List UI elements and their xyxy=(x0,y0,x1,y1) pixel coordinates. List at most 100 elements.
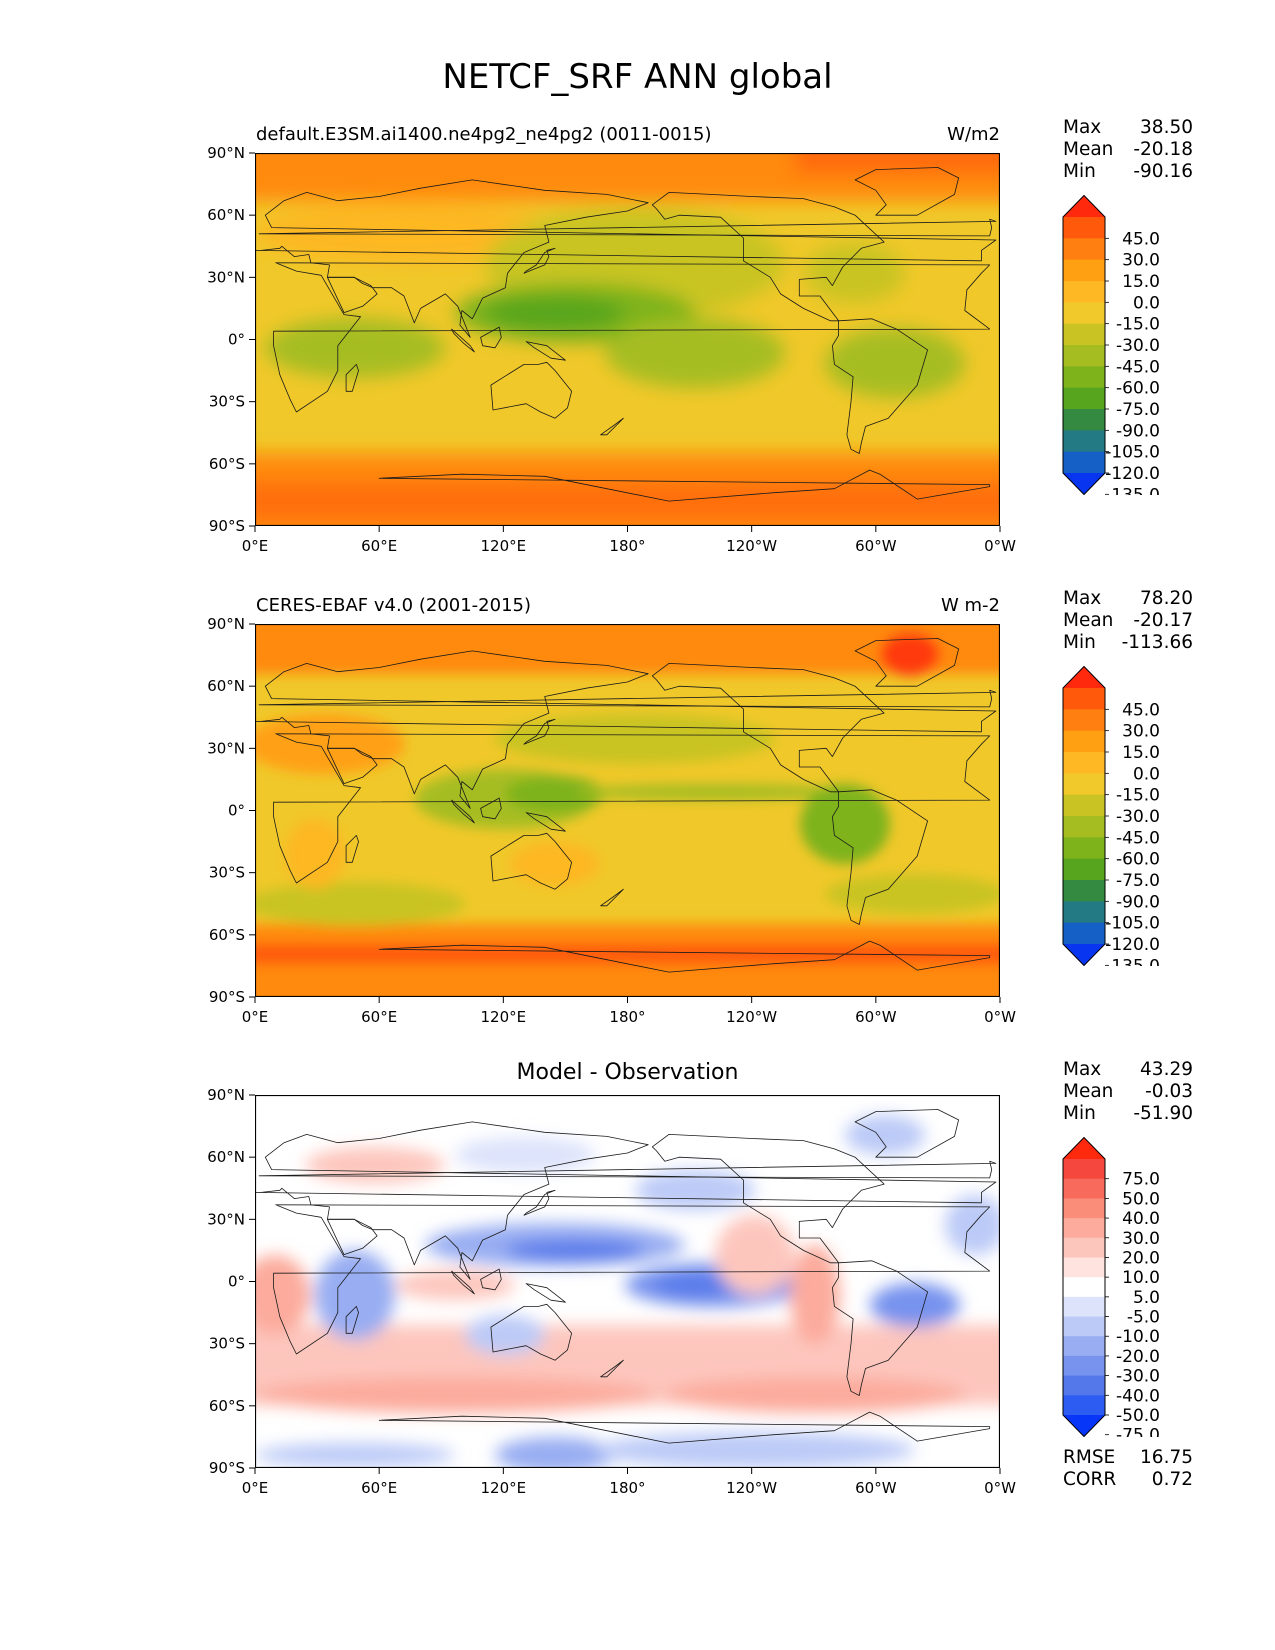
colorbar-segment xyxy=(1063,451,1105,474)
colorbar-segment xyxy=(1063,709,1105,732)
x-tick-label: 0°W xyxy=(984,1008,1016,1026)
colorbar-label: 0.0 xyxy=(1133,764,1160,784)
y-tick-label: 60°N xyxy=(207,677,245,695)
x-tick-label: 180° xyxy=(609,1008,645,1026)
coastline xyxy=(480,1268,502,1291)
stat-label: CORR xyxy=(1063,1469,1117,1490)
coastline xyxy=(600,888,624,907)
x-tick-label: 120°W xyxy=(726,1479,777,1497)
colorbar-segment xyxy=(1063,1218,1105,1239)
colorbar-label: -40.0 xyxy=(1116,1386,1160,1406)
coastline xyxy=(273,1204,991,1355)
colorbar-label: -5.0 xyxy=(1127,1308,1160,1328)
coastline xyxy=(378,469,991,502)
x-tick-label: 0°W xyxy=(984,537,1016,555)
coastline xyxy=(258,689,997,708)
x-tick-label: 0°E xyxy=(242,537,269,555)
panel-3-map xyxy=(255,1095,1000,1468)
y-tick-label: 90°N xyxy=(207,1086,245,1104)
colorbar-label: -30.0 xyxy=(1116,807,1160,827)
coastline xyxy=(273,262,991,413)
colorbar-segment xyxy=(1063,1257,1105,1278)
stat-label: RMSE xyxy=(1063,1447,1116,1468)
x-tick-label: 60°E xyxy=(361,1008,397,1026)
x-tick-label: 120°W xyxy=(726,1008,777,1026)
colorbar-label: -90.0 xyxy=(1116,421,1160,441)
panel-3-extra-stats: RMSE 16.75 CORR 0.72 xyxy=(1063,1447,1193,1491)
panel-1-stats: Max 38.50 Mean -20.18 Min -90.16 xyxy=(1063,117,1193,183)
colorbar-segment xyxy=(1063,752,1105,774)
colorbar-segment xyxy=(1063,1198,1105,1219)
coastline xyxy=(378,1411,991,1444)
coastline xyxy=(258,1160,997,1179)
x-tick-label: 0°E xyxy=(242,1479,269,1497)
colorbar-label: -75.0 xyxy=(1116,400,1160,420)
stat-value: -90.16 xyxy=(1133,161,1193,182)
y-tick-label: 60°N xyxy=(207,1148,245,1166)
coastline xyxy=(490,1303,573,1361)
colorbar-segment xyxy=(1063,281,1105,303)
colorbar-label: -120.0 xyxy=(1105,464,1160,484)
colorbar-label: -105.0 xyxy=(1105,443,1160,463)
coastline xyxy=(523,247,556,274)
stat-label: Min xyxy=(1063,632,1096,653)
x-tick-label: 60°W xyxy=(855,1479,897,1497)
colorbar-segment xyxy=(1063,1375,1105,1396)
panel-2-units: W m-2 xyxy=(940,595,1000,616)
colorbar-extend-bottom xyxy=(1063,1415,1105,1437)
colorbar-label: -30.0 xyxy=(1116,1367,1160,1387)
colorbar-label: -75.0 xyxy=(1116,871,1160,891)
stat-label: Max xyxy=(1063,117,1102,138)
colorbar-label: 75.0 xyxy=(1122,1170,1160,1190)
colorbar-segment xyxy=(1063,345,1105,367)
coastline xyxy=(451,1270,475,1295)
coastline xyxy=(832,1260,928,1396)
stat-value: 16.75 xyxy=(1140,1447,1193,1468)
panel-2-colorbar: 45.030.015.00.0-15.0-30.0-45.0-60.0-75.0… xyxy=(1062,666,1160,966)
coastline xyxy=(258,218,997,237)
colorbar-label: 45.0 xyxy=(1122,700,1160,720)
panel-1-title: default.E3SM.ai1400.ne4pg2_ne4pg2 (0011-… xyxy=(256,124,712,145)
y-tick-label: 90°S xyxy=(209,517,245,535)
coastline xyxy=(327,276,378,314)
colorbar-segment xyxy=(1063,1316,1105,1337)
y-tick-label: 30°N xyxy=(207,268,245,286)
colorbar-extend-top xyxy=(1063,1137,1105,1159)
colorbar-label: 30.0 xyxy=(1122,251,1160,271)
stat-label: Mean xyxy=(1063,610,1114,631)
stat-value: -51.90 xyxy=(1133,1103,1193,1124)
colorbar-label: 30.0 xyxy=(1122,1229,1160,1249)
x-tick-label: 60°E xyxy=(361,1479,397,1497)
colorbar-label: -30.0 xyxy=(1116,336,1160,356)
stat-value: -20.18 xyxy=(1133,139,1193,160)
colorbar-label: -60.0 xyxy=(1116,850,1160,870)
y-tick-label: 90°S xyxy=(209,988,245,1006)
coastline xyxy=(451,328,475,353)
coastline xyxy=(525,341,566,361)
x-tick-label: 120°E xyxy=(481,1479,527,1497)
coastline xyxy=(451,799,475,824)
y-tick-label: 90°N xyxy=(207,144,245,162)
x-tick-label: 0°W xyxy=(984,1479,1016,1497)
colorbar-label: 10.0 xyxy=(1122,1268,1160,1288)
colorbar-label: 5.0 xyxy=(1133,1288,1160,1308)
coastline xyxy=(651,663,885,793)
y-tick-label: 90°S xyxy=(209,1459,245,1477)
stat-value: -20.17 xyxy=(1133,610,1193,631)
coastline xyxy=(345,1305,359,1334)
colorbar-label: 15.0 xyxy=(1122,272,1160,292)
colorbar-segment xyxy=(1063,880,1105,902)
colorbar-segment xyxy=(1063,1277,1105,1298)
stat-value: 43.29 xyxy=(1140,1059,1193,1080)
colorbar-segment xyxy=(1063,366,1105,389)
colorbar-segment xyxy=(1063,1237,1105,1258)
y-tick-label: 90°N xyxy=(207,615,245,633)
colorbar-segment xyxy=(1063,858,1105,881)
panel-1-colorbar: 45.030.015.00.0-15.0-30.0-45.0-60.0-75.0… xyxy=(1062,195,1160,495)
colorbar-label: -10.0 xyxy=(1116,1327,1160,1347)
colorbar-segment xyxy=(1063,1395,1105,1416)
colorbar-label: 20.0 xyxy=(1122,1248,1160,1268)
colorbar-segment xyxy=(1063,837,1105,860)
colorbar-extend-bottom xyxy=(1063,944,1105,966)
coastline xyxy=(832,318,928,454)
